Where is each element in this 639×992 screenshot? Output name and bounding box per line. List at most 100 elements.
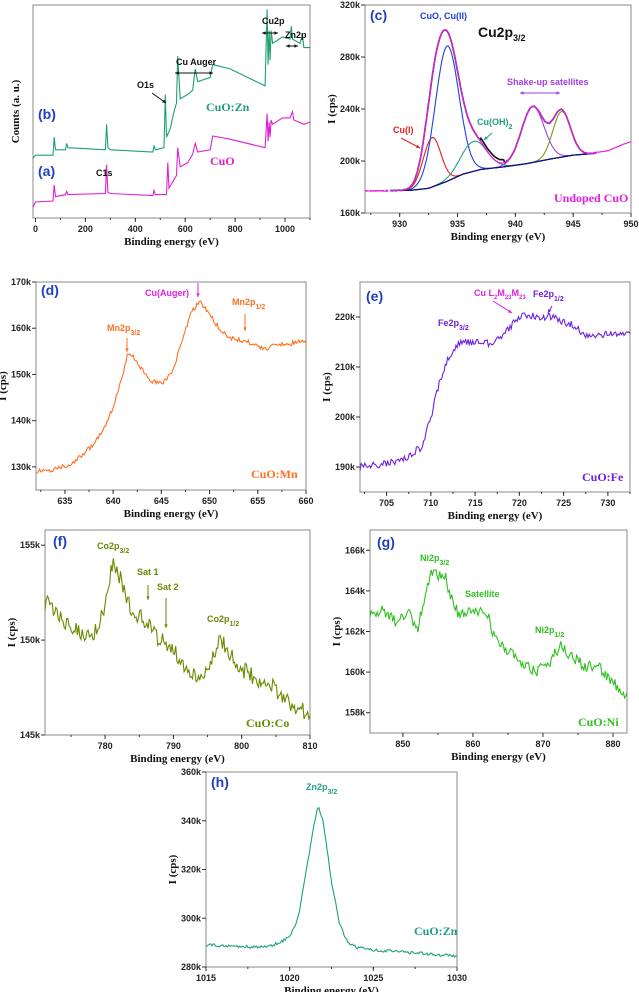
y-tick-label: 220k xyxy=(335,312,356,322)
annotation-label: Cu(Auger) xyxy=(145,288,189,298)
annotation-subscript: 2 xyxy=(509,124,513,131)
annotation-label: CuO:Ni xyxy=(578,715,619,729)
x-tick-label: 725 xyxy=(556,498,571,508)
x-tick-label: 640 xyxy=(106,496,121,506)
annotation-part: M xyxy=(512,288,520,298)
annotation-label: Ni2p1/2 xyxy=(535,625,564,639)
y-axis-label: I (cps) xyxy=(0,371,9,401)
arrow-head xyxy=(209,71,213,75)
x-tick-label: 720 xyxy=(512,498,527,508)
chart-panel-c: 930 935 940 945 950 160k 200k 240k 280k 320k Bindi… xyxy=(326,0,639,243)
x-tick-label: 1025 xyxy=(363,973,383,983)
panel-label: (f) xyxy=(53,533,67,549)
y-axis-label: I (cps) xyxy=(326,94,338,124)
x-axis-label: Binding energy (eV) xyxy=(130,753,225,765)
x-tick-label: 655 xyxy=(250,496,265,506)
x-tick-label: 850 xyxy=(395,739,410,749)
arrow-head xyxy=(286,44,290,48)
y-tick-label: 130k xyxy=(11,462,32,472)
x-tick-label: 945 xyxy=(566,219,581,229)
annotation-subscript: 3/2 xyxy=(131,330,141,337)
y-tick-label: 240k xyxy=(340,104,361,114)
annotation-label: Cu(I) xyxy=(393,125,414,135)
x-axis-label: Binding energy (eV) xyxy=(124,508,219,520)
y-tick-label: 340k xyxy=(181,816,202,826)
x-axis-label: Binding energy (eV) xyxy=(451,231,546,243)
annotation-subscript: 3/2 xyxy=(440,560,450,567)
background-line xyxy=(390,152,597,192)
y-tick-label: 150k xyxy=(11,369,32,379)
y-tick-label: 140k xyxy=(11,416,32,426)
series-line xyxy=(369,569,628,700)
x-tick-label: 950 xyxy=(623,219,638,229)
annotation-label: CuO:Zn xyxy=(414,924,458,938)
annotation-label: Zn2p3/2 xyxy=(306,782,337,796)
x-tick-label: 660 xyxy=(298,496,313,506)
y-tick-label: 150k xyxy=(20,635,41,645)
y-tick-label: 320k xyxy=(181,865,202,875)
chart-panel-e: 705 710 715 720 725 730 190k 200k 210k 220k Bindin… xyxy=(321,281,631,522)
y-tick-label: 145k xyxy=(20,730,41,740)
fit-component-cu-i- xyxy=(390,136,597,192)
annotation-label: O1s xyxy=(137,80,154,90)
y-tick-label: 200k xyxy=(340,156,361,166)
x-tick-label: 870 xyxy=(535,739,550,749)
annotation-label: CuO, Cu(II) xyxy=(420,11,467,21)
arrow-head xyxy=(175,71,179,75)
annotation-subscript: 3/2 xyxy=(459,325,469,332)
annotation-part: Cu L xyxy=(474,288,494,298)
y-tick-label: 280k xyxy=(181,962,202,972)
x-tick-label: 880 xyxy=(605,739,620,749)
x-axis-label: Binding energy (eV) xyxy=(124,236,219,248)
annotation-label: CuO:Mn xyxy=(251,467,298,481)
series-line xyxy=(44,558,311,721)
y-tick-label: 280k xyxy=(340,52,361,62)
raw-data-tail xyxy=(590,141,632,155)
x-tick-label: 1015 xyxy=(196,973,216,983)
arrow-head xyxy=(162,99,166,103)
annotation-label: CuO:Fe xyxy=(582,470,624,484)
chart-title: Cu2p3/2 xyxy=(478,24,526,43)
plot-frame xyxy=(369,529,628,734)
x-tick-label: 800 xyxy=(234,741,249,751)
y-tick-label: 158k xyxy=(345,708,366,718)
x-tick-label: 645 xyxy=(154,496,169,506)
annotation-label: Zn2p xyxy=(285,30,307,40)
y-tick-label: 170k xyxy=(11,277,32,287)
panel-label: (a) xyxy=(38,163,55,179)
arrow xyxy=(492,300,513,314)
raw-data-tail xyxy=(364,189,389,193)
plot-frame xyxy=(44,529,311,736)
annotation-subscript: 1/2 xyxy=(256,304,266,311)
annotation-label: Co2p1/2 xyxy=(207,614,239,628)
x-tick-label: 635 xyxy=(57,496,72,506)
y-axis-label: Counts (a. u.) xyxy=(10,79,22,143)
arrow-head xyxy=(274,31,278,35)
annotation-subscript: 3/2 xyxy=(328,789,338,796)
annotation-part: M xyxy=(497,288,505,298)
x-tick-label: 790 xyxy=(166,741,181,751)
annotation-label: CuO xyxy=(210,154,235,168)
series-line xyxy=(205,807,458,959)
annotation-label: CuO:Zn xyxy=(206,100,250,114)
arrow-head xyxy=(196,293,200,297)
annotation-label: Mn2p1/2 xyxy=(232,297,265,311)
y-axis-label: I (cps) xyxy=(321,372,333,402)
x-tick-label: 650 xyxy=(202,496,217,506)
annotation-label: Satellite xyxy=(465,589,500,599)
chart-title-subscript: 3/2 xyxy=(513,33,526,43)
annotation-label: Sat 2 xyxy=(157,582,179,592)
annotation-label: CuO:Co xyxy=(246,716,289,730)
arrow-head xyxy=(146,596,150,600)
y-tick-label: 160k xyxy=(11,323,32,333)
annotation-label: Shake-up satellites xyxy=(507,77,589,87)
panel-label: (h) xyxy=(211,774,229,790)
arrow-head xyxy=(262,31,266,35)
annotation-part: 23 xyxy=(519,295,526,301)
annotation-part: 23 xyxy=(505,295,512,301)
arrow-head xyxy=(508,309,512,313)
y-tick-label: 320k xyxy=(340,0,361,10)
annotation-label: Co2p3/2 xyxy=(97,541,129,555)
x-axis-label: Binding energy (eV) xyxy=(284,985,379,992)
y-axis-label: I (cps) xyxy=(331,616,343,646)
